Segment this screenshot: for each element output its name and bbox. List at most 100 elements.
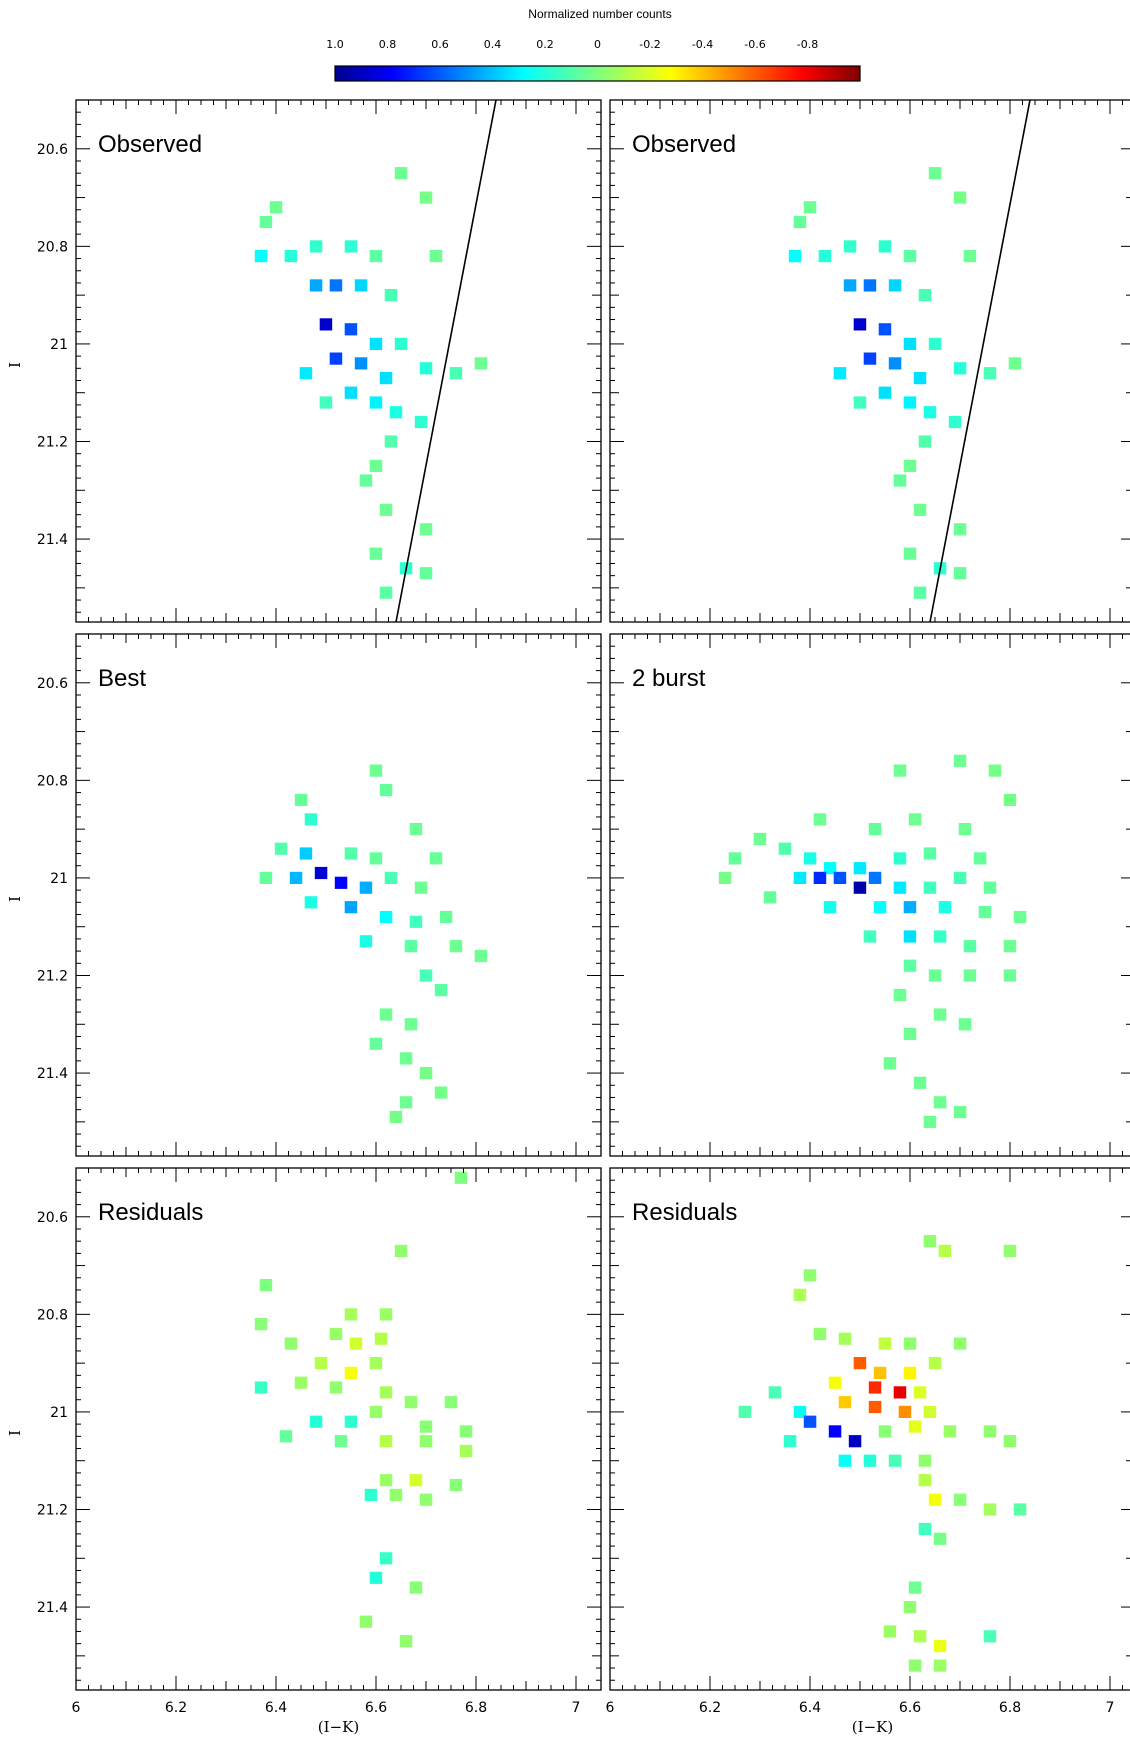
heatmap-cell <box>873 1366 887 1379</box>
heatmap-cell <box>953 191 967 204</box>
heatmap-cell <box>933 1640 947 1653</box>
heatmap-cell <box>813 871 827 884</box>
heatmap-cell <box>863 352 877 365</box>
colorbar-tick-labels: 1.0 0.8 0.6 0.4 0.2 0 -0.2 -0.4 -0.6 -0.8 <box>326 38 818 51</box>
colorbar-tick-label: -0.6 <box>744 38 765 51</box>
heatmap-cell <box>449 940 463 953</box>
heatmap-cell <box>893 764 907 777</box>
heatmap-cell <box>863 1454 877 1467</box>
heatmap-cell <box>304 813 318 826</box>
x-tick-label: 6.8 <box>999 1700 1021 1716</box>
heatmap-cell <box>254 250 268 263</box>
heatmap-cell <box>933 1008 947 1021</box>
heatmap-cell <box>893 881 907 894</box>
heatmap-cell <box>943 1425 957 1438</box>
x-tick-label: 6 <box>72 1700 81 1716</box>
heatmap-cell <box>369 337 383 350</box>
heatmap-cell <box>793 1288 807 1301</box>
heatmap-cell <box>319 396 333 409</box>
heatmap-cell <box>918 1474 932 1487</box>
heatmap-cell <box>903 901 917 914</box>
x-axis-label: (I−K) <box>318 1718 359 1736</box>
y-tick-label: 21 <box>50 337 68 353</box>
heatmap-cell <box>918 435 932 448</box>
heatmap-cell <box>913 1386 927 1399</box>
heatmap-cell <box>409 915 423 928</box>
heatmap-cell <box>893 852 907 865</box>
heatmap-cell <box>374 1332 388 1345</box>
heatmap-cell <box>908 1581 922 1594</box>
heatmap-cell <box>344 240 358 253</box>
heatmap-cell <box>369 396 383 409</box>
heatmap-cell <box>419 191 433 204</box>
heatmap-cell <box>903 1027 917 1041</box>
heatmap-cell <box>314 1357 328 1370</box>
heatmap-cell <box>898 1405 912 1418</box>
heatmap-cell <box>379 784 393 797</box>
axis-ticks <box>609 99 1130 622</box>
heatmap-cell <box>379 503 393 516</box>
heatmap-cell <box>863 279 877 292</box>
y-tick-label: 20.8 <box>37 1307 68 1323</box>
heatmap-cell <box>394 1244 408 1257</box>
heatmap-cell <box>983 1425 997 1438</box>
heatmap-cell <box>953 1337 967 1350</box>
heatmap-cell <box>878 386 892 399</box>
y-tick-label: 20.8 <box>37 773 68 789</box>
panel-label: 2 burst <box>632 665 706 692</box>
heatmap-cell <box>953 523 967 536</box>
heatmap-cell <box>973 852 987 865</box>
heatmap-cell <box>933 1659 947 1672</box>
heatmap-cell <box>404 1018 418 1031</box>
heatmap-cell <box>853 396 867 409</box>
heatmap-cell <box>903 547 917 560</box>
heatmap-cell <box>828 1425 842 1438</box>
heatmap-cell <box>1003 940 1017 953</box>
x-tick-label: 7 <box>572 1700 581 1716</box>
panel-6: 6 6.2 6.4 6.6 6.8 7 (I−K) Residuals <box>606 1167 1130 1736</box>
heatmap-cell <box>369 250 383 263</box>
heatmap-cell <box>429 250 443 263</box>
x-axis-label: (I−K) <box>852 1718 893 1736</box>
heatmap-cell <box>818 250 832 263</box>
heatmap-cell <box>309 240 323 253</box>
panel-5: 20.6 20.8 21 21.2 21.4 I 6 6.2 6.4 6.6 6.8 7 (I−K) Re… <box>6 1167 602 1736</box>
heatmap-cell <box>419 362 433 375</box>
heatmap-cell <box>344 1366 358 1379</box>
heatmap-cell <box>963 250 977 263</box>
heatmap-cell <box>853 318 867 331</box>
heatmap-cell <box>933 1096 947 1109</box>
heatmap-cell <box>768 1386 782 1399</box>
model-sequence-line <box>929 100 1031 622</box>
heatmap-cell <box>399 1052 413 1065</box>
panel-frame <box>609 633 1130 1157</box>
heatmap-cell <box>379 372 393 385</box>
heatmap-cell <box>454 1171 468 1184</box>
heatmap-cell <box>384 435 398 448</box>
y-tick-label: 20.6 <box>37 142 68 158</box>
heatmap-cell <box>334 876 348 889</box>
colorbar-tick-label: 0.8 <box>379 38 397 51</box>
heatmap-cell <box>329 279 343 292</box>
y-axis-label: I <box>6 1430 24 1436</box>
heatmap-cell <box>763 891 777 904</box>
y-tick-label: 21.4 <box>37 1066 68 1082</box>
heatmap-cell <box>434 984 448 997</box>
heatmap-cells <box>254 1171 473 1648</box>
heatmap-cell <box>983 367 997 380</box>
heatmap-cell <box>948 415 962 429</box>
heatmap-cell <box>903 1337 917 1350</box>
heatmap-cell <box>474 949 488 963</box>
heatmap-cell <box>813 1327 827 1340</box>
heatmap-cell <box>918 1454 932 1467</box>
heatmap-cell <box>394 167 408 180</box>
y-axis-label: I <box>6 362 24 368</box>
y-tick-label: 20.8 <box>37 239 68 255</box>
colorbar-tick-label: -0.2 <box>639 38 660 51</box>
heatmap-cell <box>274 842 288 855</box>
heatmap-cell <box>983 1503 997 1516</box>
colorbar-tick-label: -0.8 <box>797 38 818 51</box>
heatmap-cell <box>1003 969 1017 982</box>
heatmap-cell <box>913 1076 927 1089</box>
heatmap-cell <box>334 1435 348 1448</box>
